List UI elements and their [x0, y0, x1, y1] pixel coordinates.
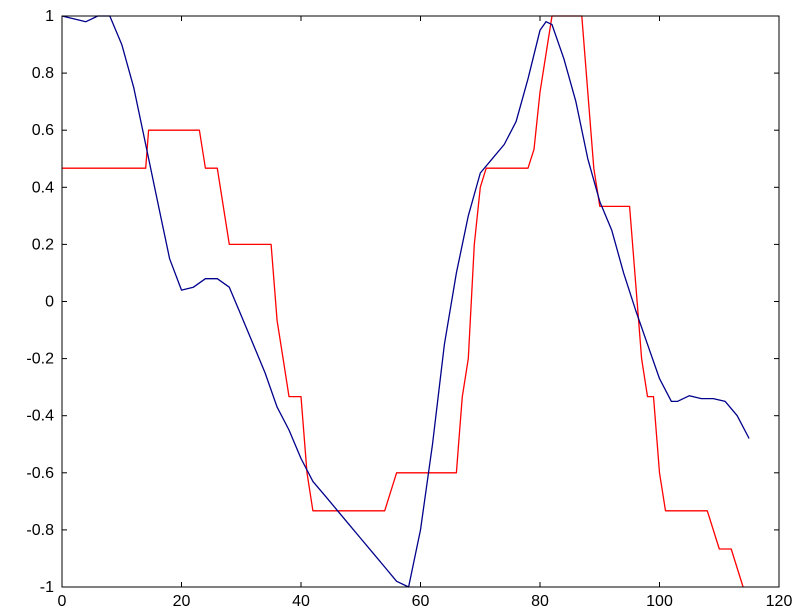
y-tick-label: 0.8: [32, 65, 54, 82]
x-tick-label: 120: [766, 593, 793, 610]
plot-series: [61, 15, 750, 588]
x-tick-label: 80: [531, 593, 549, 610]
y-tick-label: 1: [45, 8, 54, 25]
y-tick-label: -0.2: [26, 351, 54, 368]
y-tick-label: -0.4: [26, 408, 54, 425]
x-tick-label: 0: [58, 593, 67, 610]
series-line-2: [61, 15, 750, 588]
y-tick-label: -0.8: [26, 522, 54, 539]
y-tick-label: -0.6: [26, 465, 54, 482]
x-tick-label: 40: [292, 593, 310, 610]
y-tick-label: 0.4: [32, 179, 54, 196]
y-tick-label: 0.6: [32, 122, 54, 139]
axis-tick-labels: 0 20 40 60 80 100 120 -1 -0.8 -0.6 -0.4 -0.2 0 0.2 0.4…: [26, 8, 792, 610]
x-tick-label: 60: [412, 593, 430, 610]
x-tick-label: 100: [646, 593, 673, 610]
axes-frame: [61, 15, 780, 588]
y-tick-label: 0.2: [32, 236, 54, 253]
x-tick-label: 20: [173, 593, 191, 610]
series-line-1: [62, 15, 744, 588]
y-tick-label: 0: [45, 294, 54, 311]
y-tick-label: -1: [40, 579, 54, 596]
